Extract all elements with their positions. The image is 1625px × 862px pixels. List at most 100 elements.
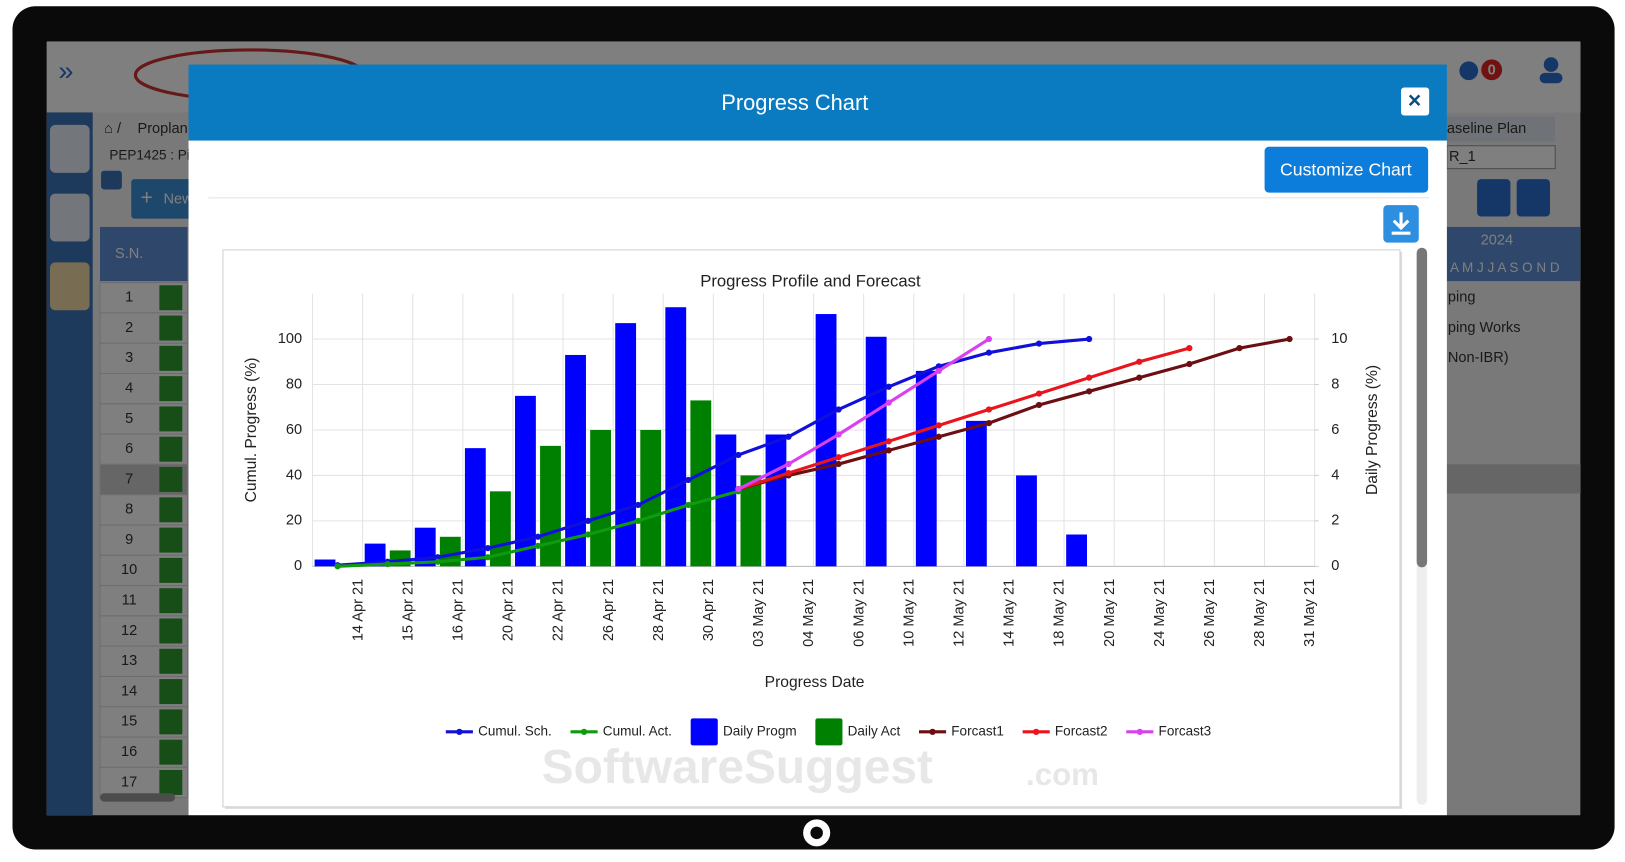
bar (590, 429, 612, 567)
line-series (737, 346, 1190, 491)
line-point (1236, 345, 1243, 352)
y2-axis-title: Daily Progress (%) (1364, 365, 1381, 495)
x-tick-label: 12 May 21 (952, 579, 968, 647)
close-button[interactable] (1401, 87, 1430, 116)
bar (765, 434, 787, 567)
legend-label: Cumul. Act. (603, 723, 672, 738)
line-point (685, 476, 692, 484)
line-point (885, 447, 892, 454)
y-tick-label: 100 (278, 331, 302, 347)
y-tick-label: 80 (286, 376, 302, 392)
modal-title: Progress Chart (721, 90, 868, 115)
x-tick-label: 16 Apr 21 (450, 579, 466, 641)
x-tick-label: 26 May 21 (1202, 579, 1218, 647)
x-tick-label: 28 May 21 (1252, 579, 1268, 647)
line-point (434, 554, 441, 561)
watermark: SoftwareSuggest .com (542, 741, 1099, 794)
line-point (785, 433, 792, 440)
bar (615, 323, 637, 567)
line-point (685, 501, 692, 509)
bar (565, 354, 586, 567)
bar (1016, 475, 1037, 567)
line-point (384, 560, 391, 568)
x-tick-label: 06 May 21 (851, 579, 867, 647)
legend-swatch-dot (929, 728, 936, 735)
customize-button-label: Customize Chart (1280, 159, 1412, 179)
line-point (735, 451, 742, 459)
customize-button[interactable] (1264, 146, 1429, 193)
legend-label: Daily Progm (723, 723, 797, 738)
download-icon (1391, 212, 1411, 235)
line-point (1286, 335, 1293, 343)
bar (665, 307, 687, 567)
line-point (935, 367, 942, 374)
legend-swatch-dot (1033, 728, 1040, 735)
line-point (584, 517, 592, 525)
close-icon: × (1408, 87, 1421, 113)
y2-tick-label: 10 (1331, 331, 1347, 347)
modal: Progress Chart × Customize Chart (188, 64, 1447, 816)
line-point (835, 406, 842, 413)
y2-tick-label: 0 (1331, 558, 1339, 574)
line-series (737, 337, 1290, 491)
legend-label: Cumul. Sch. (478, 723, 552, 738)
bar (715, 434, 737, 567)
line-point (835, 460, 842, 468)
line-point (1186, 345, 1193, 352)
y-axis-title: Cumul. Progress (%) (243, 358, 260, 503)
line-point (885, 438, 892, 445)
x-tick-label: 15 Apr 21 (400, 579, 416, 641)
line-point (985, 335, 993, 343)
line-point (785, 470, 792, 477)
x-tick-label: 28 Apr 21 (651, 579, 667, 641)
x-axis-title: Progress Date (765, 674, 865, 691)
line-point (1136, 374, 1143, 381)
bar (364, 543, 386, 567)
line-point (1136, 358, 1143, 365)
bar (915, 370, 937, 567)
line-point (985, 420, 993, 427)
line-point (1085, 374, 1093, 381)
watermark-suffix: .com (1026, 757, 1099, 792)
line-point (584, 531, 592, 538)
line-point (1085, 388, 1093, 395)
x-tick-label: 18 May 21 (1052, 579, 1068, 647)
line-series (337, 337, 1090, 567)
line-point (334, 563, 341, 570)
line-point (1035, 390, 1043, 397)
modal-scrollbar-thumb (1416, 247, 1428, 568)
bar (314, 559, 336, 567)
line-point (434, 558, 441, 565)
chart: Progress Profile and Forecast Progress D… (243, 272, 1381, 746)
legend-label: Forcast1 (951, 723, 1004, 738)
line-point (785, 460, 792, 468)
x-tick-label: 24 May 21 (1152, 579, 1168, 647)
line-point (935, 433, 942, 440)
x-tick-label: 20 May 21 (1102, 579, 1118, 647)
x-tick-label: 14 Apr 21 (350, 579, 366, 641)
bar (464, 448, 486, 567)
legend-swatch-dot (580, 728, 588, 735)
bar (965, 420, 987, 567)
bar (540, 445, 561, 567)
x-tick-label: 30 Apr 21 (701, 579, 717, 641)
chart-title: Progress Profile and Forecast (700, 272, 921, 291)
x-tick-label: 31 May 21 (1302, 579, 1318, 647)
line-point (1085, 335, 1093, 343)
y2-tick-label: 6 (1331, 422, 1339, 438)
x-tick-label: 14 May 21 (1002, 579, 1018, 647)
legend-label: Daily Act (848, 723, 901, 738)
x-tick-label: 20 Apr 21 (501, 579, 517, 641)
legend-swatch-dot (1136, 728, 1143, 735)
legend-label: Forcast3 (1159, 723, 1212, 738)
y2-tick-label: 8 (1331, 376, 1339, 392)
line-point (835, 454, 842, 461)
legend-label: Forcast2 (1055, 723, 1108, 738)
bar (1066, 534, 1088, 567)
x-tick-label: 22 Apr 21 (551, 579, 567, 641)
x-tick-label: 04 May 21 (801, 579, 817, 647)
line-point (534, 533, 542, 540)
line-point (1186, 360, 1193, 368)
